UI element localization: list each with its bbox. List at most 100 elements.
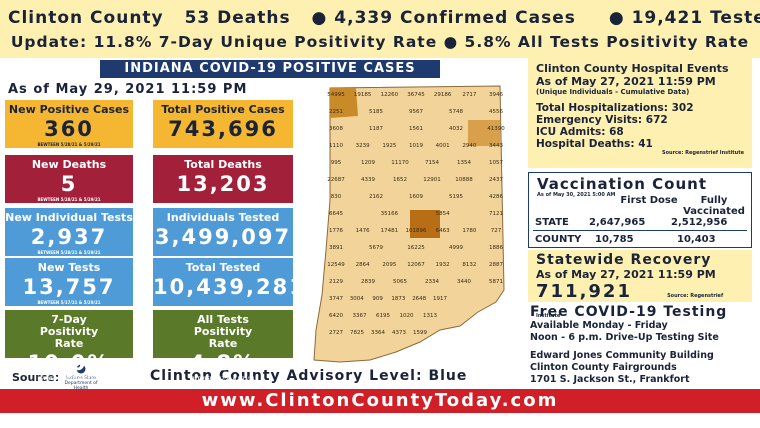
- column-header: First Dose: [620, 195, 678, 206]
- testing-line: Noon - 6 p.m. Drive-Up Testing Site: [530, 332, 719, 343]
- recovery-as-of: As of May 27, 2021 11:59 PM: [536, 268, 716, 281]
- stat-label: New Positive Cases: [8, 103, 130, 116]
- county-count: 3440: [457, 279, 471, 285]
- stat-note: BEWTEEN 5/28/21 & 5/29/21: [37, 197, 101, 202]
- county-count: 7154: [425, 160, 439, 166]
- vaccination-title: Vaccination Count: [537, 175, 707, 193]
- county-count: 54995: [327, 92, 345, 98]
- county-fill: [410, 210, 440, 238]
- county-fill: [468, 120, 500, 146]
- stat-value: 2,937: [30, 225, 108, 249]
- stat-label: 7-Day Positivity Rate: [39, 313, 99, 350]
- county-count: 4373: [392, 330, 406, 336]
- recovery-source: Source: Regenstrief Institute: [536, 293, 724, 319]
- hospital-source: Source: Regenstrief Institute: [661, 150, 744, 156]
- county-count: 5871: [489, 279, 503, 285]
- stat-label: New Individual Tests: [5, 211, 133, 224]
- county-count: 12549: [327, 262, 345, 268]
- county-count: 6463: [436, 228, 450, 234]
- stat-box: New Positive Cases 360 BEWTEEN 5/28/21 & 5…: [5, 100, 133, 148]
- county-count: 12260: [381, 92, 399, 98]
- county-count: 6195: [376, 313, 390, 319]
- county-count: 2940: [462, 143, 476, 149]
- county-count: 1932: [436, 262, 450, 268]
- county-count: 5748: [449, 109, 463, 115]
- county-count: 8132: [462, 262, 476, 268]
- stat-box: Total Positive Cases 743,696: [153, 100, 293, 148]
- county-count: 727: [491, 228, 502, 234]
- hospital-title: Clinton County Hospital Events: [536, 62, 729, 75]
- recovery-panel: Statewide Recovery As of May 27, 2021 11…: [528, 250, 752, 319]
- county-count: 830: [331, 194, 342, 200]
- county-count: 16225: [407, 245, 425, 251]
- county-count: 995: [331, 160, 342, 166]
- stat-label: Total Tested: [185, 261, 261, 274]
- county-count: 2437: [489, 177, 503, 183]
- column-header: Fully Vaccinated: [683, 195, 745, 217]
- indiana-map: 54995 19185 12260 36745 29186 2717 3946 2251 518…: [313, 85, 505, 363]
- hospital-panel: Clinton County Hospital Events As of May…: [528, 58, 752, 168]
- row-label: STATE: [535, 217, 569, 228]
- county-count: 2727: [329, 330, 343, 336]
- stat-note: BEWTEEN 5/28/21 & 5/29/21: [37, 142, 101, 147]
- county-count: 4339: [361, 177, 375, 183]
- state-shape: [313, 85, 505, 363]
- logo-text: Department of Health: [64, 381, 98, 391]
- header-item: ● 4,339 Confirmed Cases: [311, 8, 576, 28]
- stat-note: BETWEEN 5/17/21 & 5/23/21: [37, 376, 101, 381]
- county-count: 5679: [369, 245, 383, 251]
- county-count: 1476: [356, 228, 370, 234]
- county-count: 909: [372, 296, 383, 302]
- header-line: Clinton County 53 Deaths ● 4,339 Confirm…: [8, 8, 760, 28]
- vaccination-as-of: As of May 30, 2021 5:00 AM: [537, 192, 616, 198]
- county-count: 4556: [489, 109, 503, 115]
- recovery-value: 711,921: [536, 281, 632, 302]
- testing-panel: Free COVID-19 Testing Available Monday -…: [530, 304, 754, 386]
- title-bar: INDIANA COVID-19 POSITIVE CASES: [100, 60, 440, 78]
- county-count: 3946: [489, 92, 503, 98]
- stat-value: 13,203: [176, 172, 270, 196]
- county-count: 2839: [361, 279, 375, 285]
- county-count: 17481: [381, 228, 399, 234]
- stat-label: New Deaths: [31, 158, 107, 171]
- county-count: 4032: [449, 126, 463, 132]
- stat-note: BETWEEN 5/17/21 & 5/23/21: [191, 376, 255, 381]
- stat-box: New Deaths 5 BEWTEEN 5/28/21 & 5/29/21: [5, 155, 133, 203]
- logo-icon: [76, 364, 86, 374]
- stat-label: Total Deaths: [184, 158, 262, 171]
- county-count: 1561: [409, 126, 423, 132]
- hospital-sub: (Unique Individuals - Cumulative Data): [536, 88, 690, 96]
- county-count: 5195: [449, 194, 463, 200]
- url-bar[interactable]: www.ClintonCountyToday.com: [0, 389, 760, 413]
- county-fill: [330, 88, 358, 118]
- hospital-line: Total Hospitalizations: 302: [536, 102, 694, 114]
- county-count: 1354: [457, 160, 471, 166]
- vaccine-value: 2,647,965: [589, 217, 646, 228]
- county-count: 12901: [423, 177, 441, 183]
- county-count: 12067: [407, 262, 425, 268]
- county-count: 1925: [382, 143, 396, 149]
- stat-label: New Tests: [37, 261, 101, 274]
- address-line: 1701 S. Jackson St., Frankfort: [530, 374, 690, 385]
- county-count: 1110: [329, 143, 343, 149]
- county-count: 4286: [489, 194, 503, 200]
- stat-note: BETWEEN 5/28/21 & 5/29/21: [37, 250, 101, 255]
- county-count: 41390: [487, 126, 505, 132]
- county-count: 3747: [329, 296, 343, 302]
- stat-note: BEWTEEN 5/17/21 & 5/29/21: [37, 300, 101, 305]
- update-line: Update: 11.8% 7-Day Unique Positivity Ra…: [10, 33, 750, 51]
- county-count: 9567: [409, 109, 423, 115]
- county-count: 7121: [489, 211, 503, 217]
- county-count: 29186: [434, 92, 452, 98]
- county-count: 1313: [423, 313, 437, 319]
- logo-text: Indiana State: [66, 376, 96, 381]
- hospital-line: Hospital Deaths: 41: [536, 138, 653, 150]
- stat-label: All Tests Positivity Rate: [193, 313, 253, 350]
- county-count: 1776: [329, 228, 343, 234]
- stat-label: Individuals Tested: [166, 211, 280, 224]
- county-count: 3004: [350, 296, 364, 302]
- stat-box: New Individual Tests 2,937 BETWEEN 5/28/21…: [5, 208, 133, 256]
- county-count: 101896: [406, 228, 427, 234]
- vaccine-value: 2,512,956: [671, 217, 728, 228]
